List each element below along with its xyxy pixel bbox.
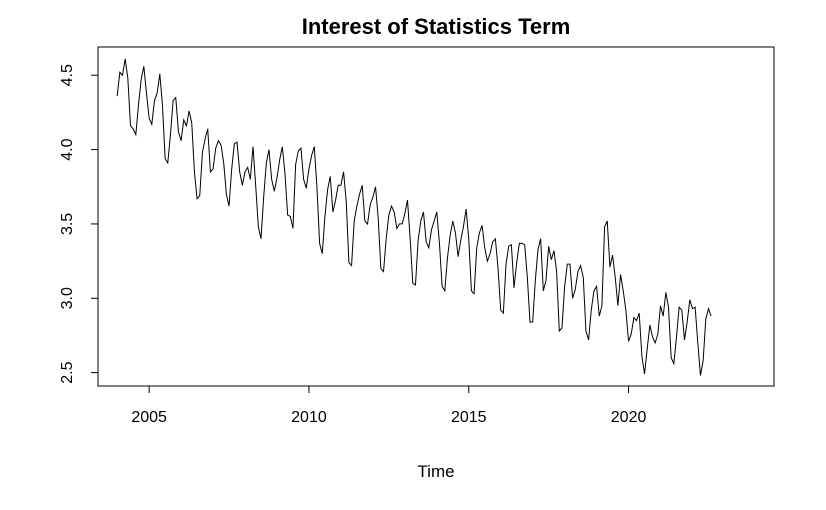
x-tick-label: 2005	[131, 409, 167, 426]
x-tick-label: 2010	[291, 409, 327, 426]
x-tick-label: 2015	[451, 409, 487, 426]
x-axis: 2005 2010 2015 2020	[131, 385, 647, 426]
y-tick-label: 3.5	[59, 213, 76, 235]
x-axis-label: Time	[417, 462, 454, 481]
y-tick-label: 4.5	[59, 64, 76, 86]
chart-title: Interest of Statistics Term	[302, 14, 571, 39]
plot-frame	[97, 46, 775, 387]
x-tick-label: 2020	[611, 409, 647, 426]
y-axis: 2.5 3.0 3.5 4.0 4.5	[59, 64, 99, 384]
y-tick-label: 2.5	[59, 361, 76, 383]
y-tick-label: 3.0	[59, 287, 76, 309]
series-line	[116, 58, 712, 376]
y-tick-label: 4.0	[59, 138, 76, 160]
